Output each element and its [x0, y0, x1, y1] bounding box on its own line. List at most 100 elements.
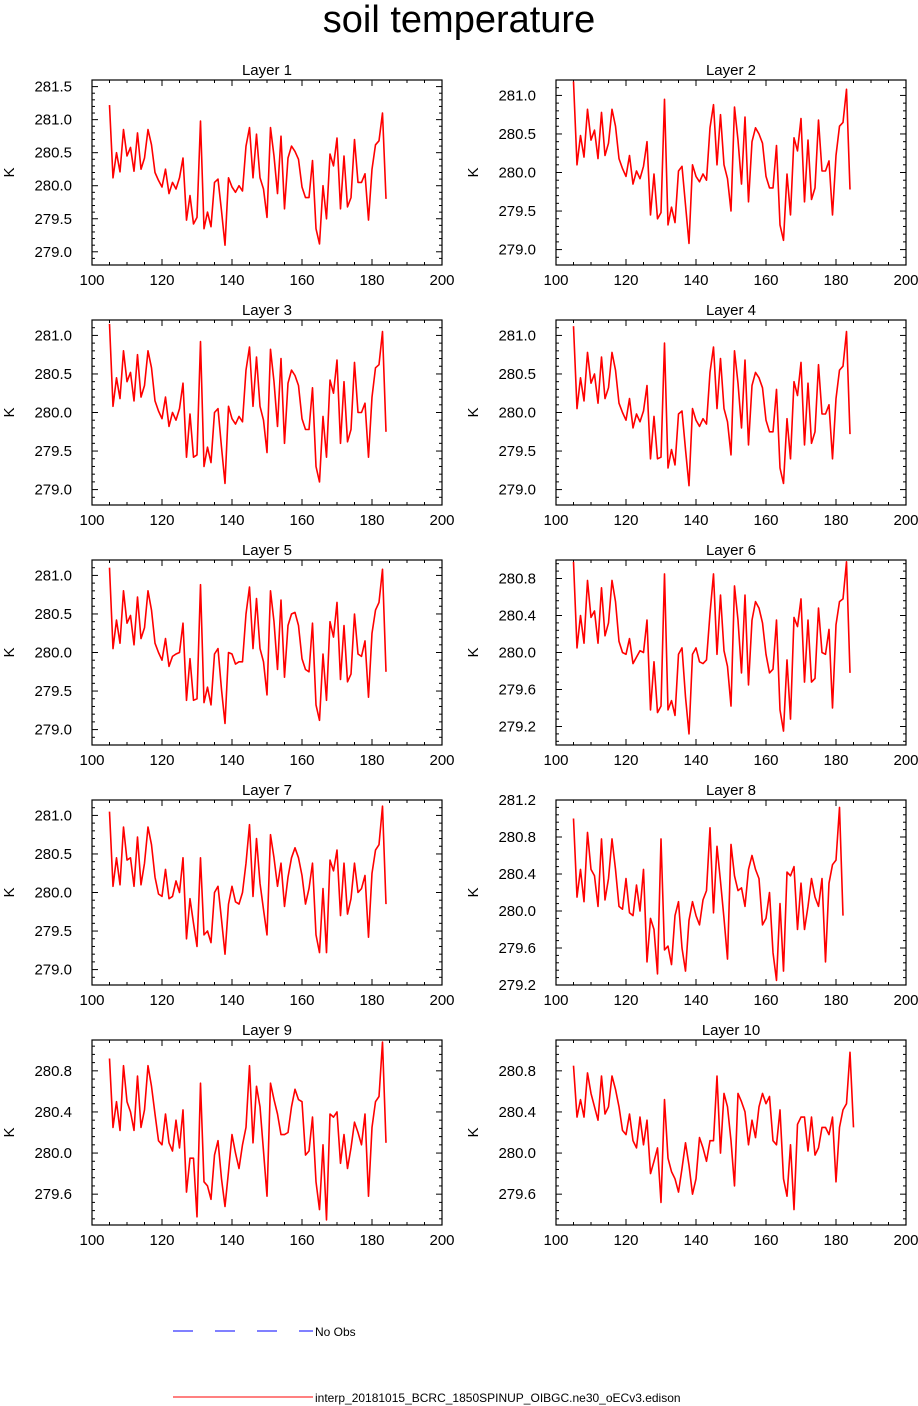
- x-tick-label: 120: [149, 992, 174, 1009]
- panel-layer-7: Layer 7 K 100 120 140 160 180 200 279.0 279.5 280.…: [1, 782, 455, 1009]
- panel-title: Layer 1: [242, 62, 292, 79]
- y-tick-label: 279.0: [34, 722, 72, 739]
- x-tick-label: 140: [219, 512, 244, 529]
- y-tick-label: 279.0: [34, 482, 72, 499]
- y-axis-label: K: [1, 647, 18, 657]
- x-tick-label: 140: [219, 752, 244, 769]
- x-tick-label: 140: [683, 992, 708, 1009]
- x-tick-label: 140: [683, 752, 708, 769]
- plot-frame: [555, 319, 907, 506]
- y-tick-label: 279.2: [498, 719, 536, 736]
- series-line: [572, 1051, 855, 1211]
- y-tick-label: 280.8: [34, 1063, 72, 1080]
- y-axis-label: K: [465, 167, 482, 177]
- x-tick-label: 180: [823, 1232, 848, 1249]
- legend-label-model: interp_20181015_BCRC_1850SPINUP_OIBGC.ne…: [315, 1391, 681, 1405]
- y-tick-label: 280.0: [34, 885, 72, 902]
- y-tick-label: 279.5: [34, 683, 72, 700]
- y-axis-label: K: [465, 647, 482, 657]
- x-tick-label: 100: [543, 1232, 568, 1249]
- plot-frame: [555, 79, 907, 266]
- y-tick-label: 279.5: [34, 443, 72, 460]
- x-tick-label: 100: [543, 512, 568, 529]
- x-tick-label: 160: [289, 752, 314, 769]
- y-tick-label: 279.5: [34, 923, 72, 940]
- panel-title: Layer 7: [242, 782, 292, 799]
- x-tick-label: 200: [893, 752, 918, 769]
- plot-frame: [91, 559, 443, 746]
- y-tick-label: 279.0: [498, 242, 536, 259]
- y-tick-label: 279.5: [498, 203, 536, 220]
- panel-title: Layer 10: [702, 1022, 760, 1039]
- y-tick-label: 280.0: [498, 903, 536, 920]
- legend-line-obs: [173, 1330, 313, 1332]
- x-tick-label: 120: [149, 752, 174, 769]
- series-line: [572, 326, 851, 487]
- y-tick-label: 280.5: [34, 606, 72, 623]
- x-tick-label: 200: [429, 752, 454, 769]
- x-tick-label: 200: [893, 992, 918, 1009]
- panel-layer-10: Layer 10 K 100 120 140 160 180 200 279.6 280.0 280…: [465, 1022, 918, 1249]
- x-tick-label: 120: [613, 512, 638, 529]
- series-line: [108, 567, 387, 725]
- x-tick-label: 200: [893, 1232, 918, 1249]
- y-tick-label: 280.0: [34, 1145, 72, 1162]
- plot-frame: [555, 1039, 907, 1226]
- x-tick-label: 140: [219, 992, 244, 1009]
- panel-title: Layer 6: [706, 542, 756, 559]
- y-tick-label: 280.0: [498, 405, 536, 422]
- y-tick-label: 280.5: [498, 366, 536, 383]
- x-tick-label: 100: [79, 272, 104, 289]
- y-axis-label: K: [465, 887, 482, 897]
- y-tick-label: 279.6: [34, 1186, 72, 1203]
- panel-title: Layer 8: [706, 782, 756, 799]
- x-tick-label: 200: [429, 512, 454, 529]
- x-tick-label: 160: [753, 272, 778, 289]
- x-tick-label: 160: [753, 752, 778, 769]
- legend-label-obs: No Obs: [315, 1325, 356, 1339]
- y-tick-label: 279.6: [498, 1186, 536, 1203]
- y-tick-label: 279.0: [34, 962, 72, 979]
- x-tick-label: 100: [79, 1232, 104, 1249]
- x-tick-label: 180: [359, 512, 384, 529]
- x-tick-label: 180: [359, 1232, 384, 1249]
- plot-frame: [555, 559, 907, 746]
- x-tick-label: 160: [289, 512, 314, 529]
- series-line: [572, 560, 851, 735]
- y-tick-label: 280.0: [34, 405, 72, 422]
- y-axis-label: K: [465, 1127, 482, 1137]
- y-tick-label: 279.2: [498, 977, 536, 994]
- y-tick-label: 280.4: [498, 1104, 536, 1121]
- x-tick-label: 100: [79, 752, 104, 769]
- x-tick-label: 180: [823, 512, 848, 529]
- x-tick-label: 100: [543, 272, 568, 289]
- panel-title: Layer 2: [706, 62, 756, 79]
- panel-layer-6: Layer 6 K 100 120 140 160 180 200 279.2 279.6 280.…: [465, 542, 918, 769]
- x-tick-label: 100: [543, 992, 568, 1009]
- y-tick-label: 280.4: [498, 608, 536, 625]
- panel-layer-5: Layer 5 K 100 120 140 160 180 200 279.0 279.5 280.…: [1, 542, 455, 769]
- y-tick-label: 281.2: [498, 792, 536, 809]
- y-tick-label: 280.8: [498, 571, 536, 588]
- y-tick-label: 279.5: [498, 443, 536, 460]
- series-line: [108, 805, 387, 956]
- plot-frame: [91, 1039, 443, 1226]
- x-tick-label: 140: [219, 1232, 244, 1249]
- y-tick-label: 281.0: [34, 567, 72, 584]
- panel-title: Layer 3: [242, 302, 292, 319]
- plot-frame: [91, 319, 443, 506]
- y-tick-label: 280.4: [34, 1104, 72, 1121]
- y-tick-label: 280.0: [34, 645, 72, 662]
- y-tick-label: 279.6: [498, 940, 536, 957]
- x-tick-label: 180: [359, 272, 384, 289]
- x-tick-label: 160: [289, 992, 314, 1009]
- x-tick-label: 160: [289, 272, 314, 289]
- x-tick-label: 180: [359, 992, 384, 1009]
- y-tick-label: 279.5: [34, 211, 72, 228]
- panel-title: Layer 9: [242, 1022, 292, 1039]
- legend-line-model: [173, 1396, 313, 1398]
- x-tick-label: 140: [219, 272, 244, 289]
- panel-title: Layer 5: [242, 542, 292, 559]
- y-tick-label: 280.8: [498, 1063, 536, 1080]
